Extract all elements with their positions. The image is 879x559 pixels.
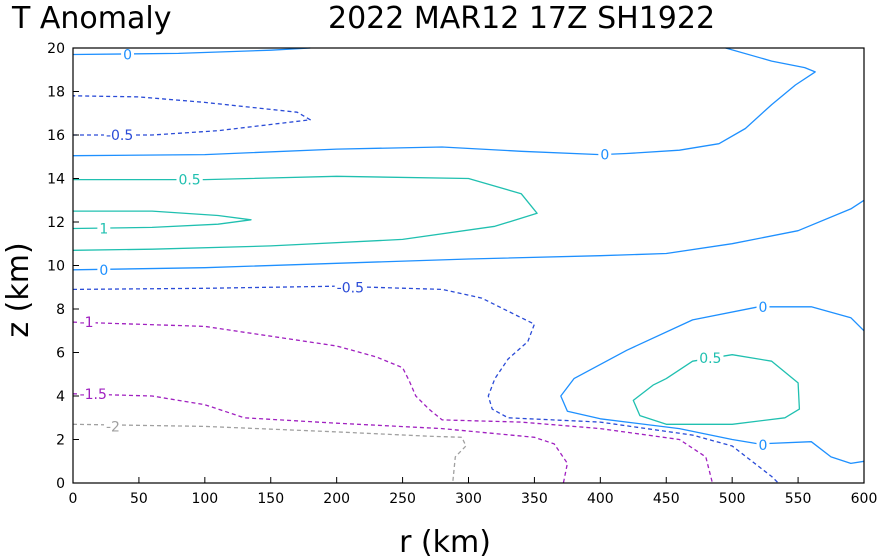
contour-label-background	[697, 350, 724, 367]
contour-label-background	[334, 280, 366, 297]
x-tick-label: 400	[587, 491, 614, 507]
contour-label-background	[77, 386, 109, 403]
contour-line-4	[72, 210, 252, 230]
contour-line-8	[72, 393, 569, 484]
y-tick-label: 18	[47, 85, 65, 101]
y-axis-ticks: 0 2 4 6 8 10 12 14 16 18 20	[47, 41, 79, 492]
contour-label-background	[756, 437, 770, 454]
contour-label-background	[103, 419, 122, 436]
contour-label: -0.5	[337, 280, 364, 296]
contour-label: -1.5	[80, 387, 107, 403]
x-tick-label: 450	[653, 491, 680, 507]
y-tick-label: 4	[56, 389, 65, 405]
y-tick-label: 10	[47, 259, 65, 275]
contour-label: 0	[759, 300, 768, 316]
x-tick-label: 350	[521, 491, 548, 507]
y-tick-label: 8	[56, 302, 65, 318]
contour-label: 0	[600, 148, 609, 164]
y-tick-label: 20	[47, 41, 65, 57]
contour-line-10	[560, 306, 865, 465]
contour-label-background	[176, 172, 203, 189]
contour-label-layer: 0 0 -0.5 0.5 1 0 -0.5 -1 -1.5 -2 0 0 0.5	[77, 47, 770, 454]
contour-label-background	[598, 147, 612, 164]
contour-label-background	[103, 128, 136, 144]
plot-frame	[72, 47, 865, 484]
contour-line-3	[72, 175, 538, 251]
contour-label-background	[97, 262, 111, 279]
contour-label-background	[77, 315, 96, 332]
x-tick-label: 0	[69, 491, 78, 507]
contour-label: 0	[759, 438, 768, 454]
x-tick-label: 550	[785, 491, 812, 507]
y-tick-label: 2	[56, 433, 65, 449]
x-tick-label: 200	[323, 491, 350, 507]
x-tick-label: 500	[719, 491, 746, 507]
contour-label-background	[97, 221, 111, 238]
y-tick-label: 6	[56, 346, 65, 362]
contour-label-background	[756, 299, 770, 316]
contour-label: 0	[123, 48, 132, 64]
contour-line-1	[72, 47, 816, 157]
contour-line-0	[72, 47, 311, 56]
y-tick-label: 16	[47, 128, 65, 144]
x-tick-label: 250	[389, 491, 416, 507]
x-tick-label: 150	[257, 491, 284, 507]
x-tick-label: 50	[130, 491, 148, 507]
contour-line-7	[72, 321, 714, 484]
contour-label: -0.5	[106, 128, 133, 144]
contour-line-2	[72, 95, 311, 136]
y-tick-label: 0	[56, 476, 65, 492]
contour-label: 0.5	[178, 173, 200, 189]
contour-line-5	[72, 199, 865, 271]
contour-label: 0.5	[699, 351, 721, 367]
x-tick-label: 300	[455, 491, 482, 507]
contour-line-9	[72, 423, 467, 484]
chart-subtitle: 2022 MAR12 17Z SH1922	[328, 1, 715, 36]
contour-label: -1	[80, 315, 94, 331]
contour-line-12	[632, 354, 801, 425]
contour-label: -2	[106, 419, 120, 435]
contour-label: 0	[99, 263, 108, 279]
y-tick-label: 14	[47, 172, 65, 188]
contour-line-6	[72, 285, 779, 484]
chart-title: T Anomaly	[11, 1, 171, 36]
contour-label-background	[121, 47, 135, 64]
x-tick-label: 600	[851, 491, 878, 507]
x-axis-ticks: 0 50 100 150 200 250 300 350 400 450 500 550 600	[69, 477, 878, 507]
x-axis-label: r (km)	[399, 525, 491, 559]
y-tick-label: 12	[47, 215, 65, 231]
y-axis-label: z (km)	[1, 242, 36, 337]
x-tick-label: 100	[191, 491, 218, 507]
contour-layer	[72, 47, 865, 484]
contour-label: 1	[99, 222, 108, 238]
